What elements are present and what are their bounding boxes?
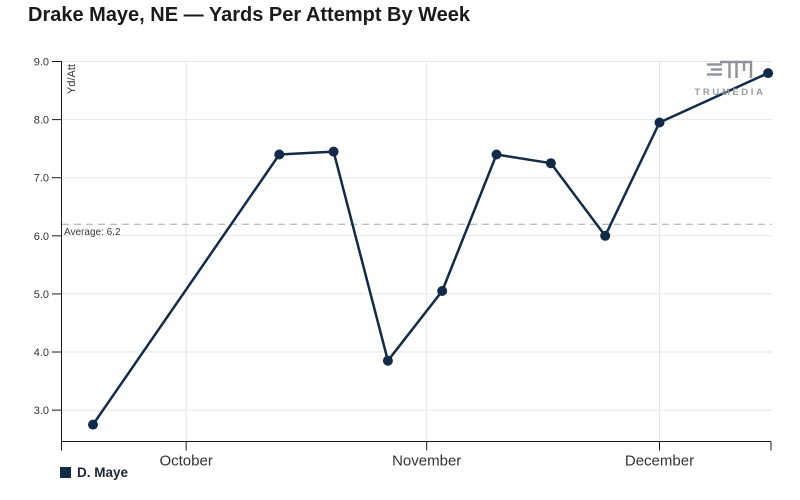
- average-label: Average: 6.2: [64, 227, 121, 238]
- legend-label: D. Maye: [77, 465, 129, 480]
- data-point: [437, 286, 448, 296]
- y-tick-label: 6.0: [34, 231, 49, 243]
- data-point: [491, 149, 502, 160]
- x-tick-label: December: [625, 453, 694, 470]
- data-point: [600, 230, 611, 241]
- y-tick-label: 7.0: [34, 173, 49, 185]
- x-tick-label: October: [159, 453, 212, 470]
- data-point: [545, 158, 556, 169]
- legend-swatch: [60, 467, 71, 478]
- legend: D. Maye: [60, 465, 128, 480]
- y-tick-label: 4.0: [34, 347, 49, 359]
- data-point: [763, 68, 774, 79]
- y-tick-label: 5.0: [34, 289, 49, 301]
- data-point: [382, 355, 393, 366]
- y-tick-label: 8.0: [34, 115, 49, 127]
- series-line: [91, 71, 770, 426]
- y-tick-label: 3.0: [34, 405, 49, 417]
- y-tick-label: 9.0: [34, 57, 49, 69]
- data-point: [274, 149, 285, 160]
- data-point: [88, 419, 98, 430]
- data-point: [328, 146, 339, 157]
- x-tick-label: November: [392, 453, 461, 470]
- y-axis-title: Yd/Att: [66, 64, 78, 94]
- page-title: Drake Maye, NE — Yards Per Attempt By We…: [28, 4, 471, 26]
- data-point: [654, 117, 665, 128]
